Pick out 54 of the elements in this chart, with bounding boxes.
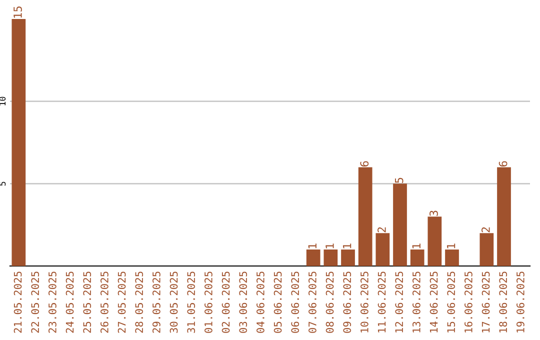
bar xyxy=(393,184,407,266)
x-tick-label: 03.06.2025 xyxy=(239,272,248,333)
data-label: 15 xyxy=(14,6,22,18)
bar xyxy=(12,19,26,266)
x-tick-label: 31.05.2025 xyxy=(187,272,196,333)
data-label: 6 xyxy=(498,161,508,166)
x-tick-label: 29.05.2025 xyxy=(152,272,160,333)
x-tick-label: 19.06.2025 xyxy=(516,272,524,332)
x-tick-label: 24.05.2025 xyxy=(66,272,74,333)
bar xyxy=(497,167,511,266)
data-label: 1 xyxy=(342,244,352,248)
data-label: 1 xyxy=(326,244,334,248)
x-tick-label: 27.05.2025 xyxy=(118,272,126,333)
x-tick-label: 07.06.2025 xyxy=(308,272,316,333)
data-label: 6 xyxy=(360,161,369,166)
x-tick-label: 05.06.2025 xyxy=(274,272,282,333)
bar xyxy=(480,233,494,266)
data-label: 1 xyxy=(308,244,316,248)
bar xyxy=(445,250,459,266)
x-tick-label: 25.05.2025 xyxy=(83,272,92,333)
x-tick-label: 10.06.2025 xyxy=(360,272,368,332)
x-tick-label: 22.05.2025 xyxy=(31,272,40,333)
x-tick-label: 11.06.2025 xyxy=(378,272,386,332)
x-tick-label: 02.06.2025 xyxy=(222,272,230,333)
data-label: 2 xyxy=(378,227,386,232)
data-label: 1 xyxy=(412,244,420,248)
bar xyxy=(410,250,424,266)
bar xyxy=(376,233,390,266)
x-tick-label: 23.05.2025 xyxy=(48,272,56,333)
x-tick-label: 28.05.2025 xyxy=(135,272,144,333)
x-tick-label: 21.05.2025 xyxy=(14,272,22,333)
x-tick-label: 14.06.2025 xyxy=(430,272,438,332)
data-label: 5 xyxy=(394,178,404,183)
x-tick-label: 15.06.2025 xyxy=(447,272,456,332)
bar xyxy=(306,250,320,266)
bar xyxy=(358,167,372,266)
bar xyxy=(324,250,338,266)
x-tick-label: 30.05.2025 xyxy=(170,272,178,333)
x-tick-label: 08.06.2025 xyxy=(326,272,334,333)
x-tick-label: 12.06.2025 xyxy=(395,272,404,332)
data-label: 2 xyxy=(482,227,490,232)
x-tick-label: 06.06.2025 xyxy=(291,272,300,333)
x-tick-label: 04.06.2025 xyxy=(256,272,264,333)
x-tick-label: 16.06.2025 xyxy=(464,272,472,332)
x-tick-label: 01.06.2025 xyxy=(204,272,212,333)
data-label: 3 xyxy=(430,210,438,216)
x-tick-label: 09.06.2025 xyxy=(343,272,352,333)
bar xyxy=(428,216,442,266)
x-tick-label: 13.06.2025 xyxy=(412,272,420,332)
x-tick-label: 18.06.2025 xyxy=(499,272,508,332)
x-tick-label: 26.05.2025 xyxy=(100,272,108,333)
x-tick-label: 17.06.2025 xyxy=(482,272,490,332)
bar xyxy=(341,250,355,266)
data-label: 1 xyxy=(446,244,456,248)
